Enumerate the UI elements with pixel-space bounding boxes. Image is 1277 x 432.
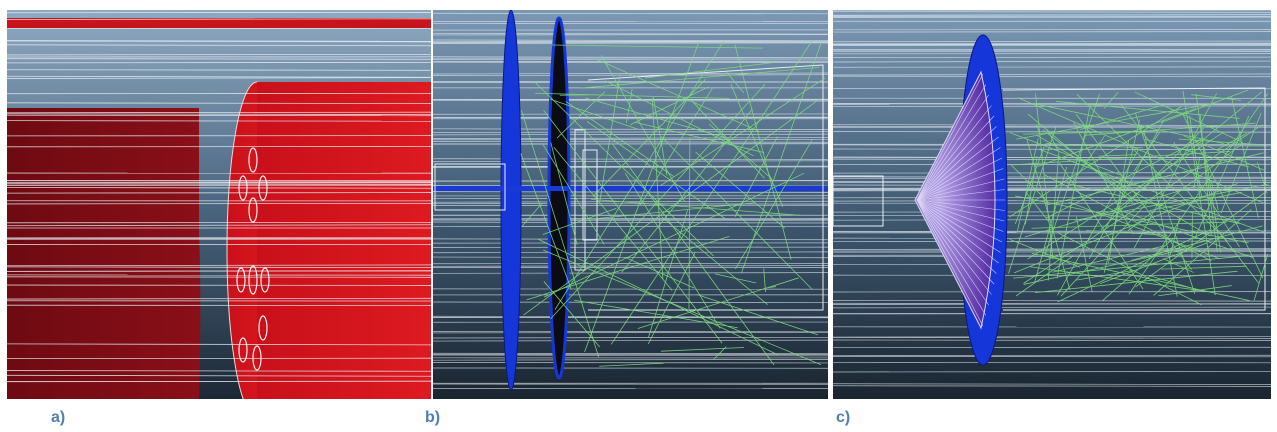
panel-b-blue-discs xyxy=(433,10,828,399)
dark-red-cylinder-end xyxy=(7,108,201,399)
wireframe-fitting xyxy=(833,87,1266,311)
cone-wireframe xyxy=(916,73,1005,327)
caption-b: b) xyxy=(425,409,441,426)
panel-a-red-cylinders xyxy=(7,10,431,399)
white-ray-lines xyxy=(7,12,431,383)
bright-red-cylinder xyxy=(257,82,431,399)
blue-disc-right xyxy=(547,16,571,380)
panel-b-render xyxy=(433,10,828,399)
caption-c: c) xyxy=(836,409,851,426)
white-ray-lines xyxy=(433,12,828,389)
blue-axis-line xyxy=(433,186,828,191)
caption-a: a) xyxy=(51,409,66,426)
green-ray-traces xyxy=(520,40,826,367)
panel-c-render xyxy=(833,10,1271,399)
white-ray-lines xyxy=(833,10,1271,387)
green-ray-traces xyxy=(1008,89,1269,306)
top-red-bar xyxy=(7,18,431,28)
blue-disc-left xyxy=(500,10,522,391)
panel-c-cone xyxy=(833,10,1271,399)
panel-a-render xyxy=(7,10,431,399)
